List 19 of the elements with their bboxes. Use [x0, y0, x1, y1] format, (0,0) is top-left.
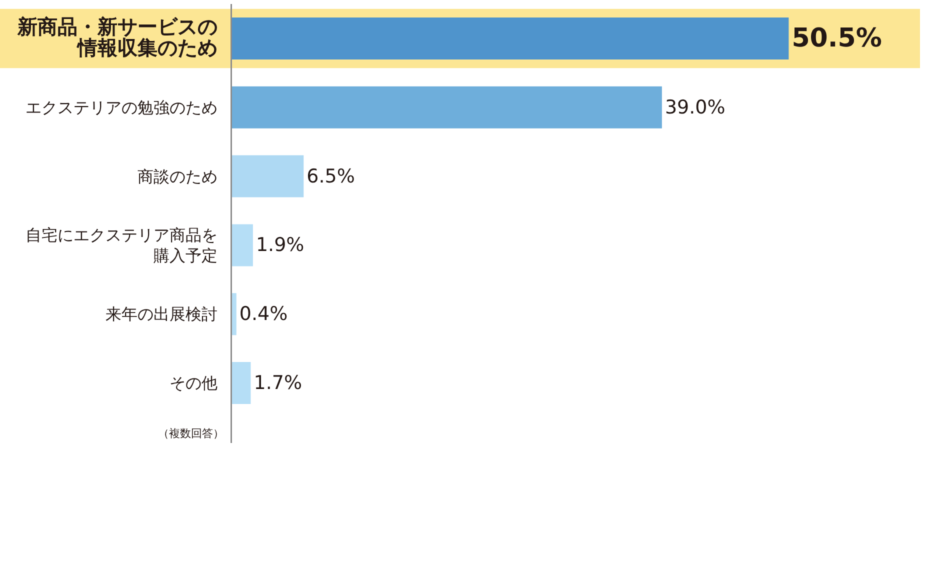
bar [232, 17, 789, 60]
bar [232, 362, 251, 404]
data-label: 0.4% [239, 303, 288, 326]
y-tick-label: その他 [169, 374, 218, 393]
data-label: 50.5% [792, 23, 882, 54]
data-label: 6.5% [306, 165, 355, 188]
data-label: 1.7% [254, 372, 302, 394]
y-tick-label: 自宅にエクステリア商品を購入予定 [25, 225, 218, 266]
bar [232, 86, 662, 128]
y-tick-label: 来年の出展検討 [105, 304, 218, 324]
y-tick-label: 商談のため [137, 166, 218, 186]
bar [232, 155, 304, 198]
y-tick-label: 新商品・新サービスの情報収集のため [16, 14, 218, 60]
bar [232, 224, 253, 266]
bar [232, 293, 236, 336]
data-label: 1.9% [256, 234, 304, 256]
data-label: 39.0% [664, 96, 726, 118]
y-tick-label: エクステリアの勉強のため [25, 98, 218, 117]
text: （複数回答） [158, 427, 224, 440]
